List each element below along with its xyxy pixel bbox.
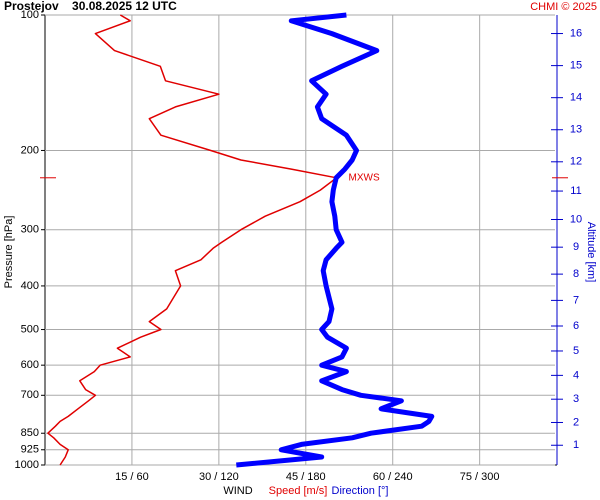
y2-tick-label: 9	[573, 241, 579, 253]
y-axis-label: Pressure [hPa]	[3, 216, 15, 289]
y-tick-label: 925	[21, 444, 39, 456]
y2-tick-label: 13	[570, 124, 582, 136]
y-tick-label: 500	[21, 323, 39, 335]
x-tick-label: 60 / 240	[373, 471, 413, 483]
y2-tick-label: 10	[570, 213, 582, 225]
y2-tick-label: 4	[573, 369, 579, 381]
y2-tick-label: 1	[573, 439, 579, 451]
y2-tick-label: 12	[570, 156, 582, 168]
y-tick-label: 1000	[15, 459, 39, 471]
y2-tick-label: 7	[573, 294, 579, 306]
series-line	[236, 12, 435, 468]
y2-tick-label: 16	[570, 27, 582, 39]
y-tick-label: 400	[21, 280, 39, 292]
y-tick-label: 600	[21, 359, 39, 371]
y2-tick-label: 8	[573, 268, 579, 280]
y2-tick-label: 15	[570, 60, 582, 72]
speed-label: Speed [m/s]	[269, 485, 328, 497]
annotation: MXWS	[349, 172, 380, 183]
y-tick-label: 200	[21, 144, 39, 156]
x-tick-label: 75 / 300	[460, 471, 500, 483]
y2-tick-label: 11	[570, 185, 581, 197]
y2-tick-label: 6	[573, 320, 579, 332]
y-tick-label: 100	[21, 9, 39, 21]
x-axis-label: WIND	[223, 485, 252, 497]
y2-tick-label: 14	[570, 92, 582, 104]
x-tick-label: 45 / 180	[286, 471, 326, 483]
y-tick-label: 850	[21, 427, 39, 439]
series-line	[47, 14, 338, 466]
y-tick-label: 700	[21, 389, 39, 401]
x-tick-label: 15 / 60	[115, 471, 149, 483]
y2-axis-label: Altitude [km]	[585, 222, 597, 283]
y-tick-label: 300	[21, 224, 39, 236]
x-tick-label: 30 / 120	[199, 471, 239, 483]
y2-tick-label: 3	[573, 393, 579, 405]
direction-label: Direction [°]	[332, 485, 389, 497]
chart-title: Prostejov 30.08.2025 12 UTC	[4, 0, 177, 13]
y2-tick-label: 5	[573, 345, 579, 357]
credit: CHMI © 2025	[530, 1, 597, 13]
y2-tick-label: 2	[573, 416, 579, 428]
